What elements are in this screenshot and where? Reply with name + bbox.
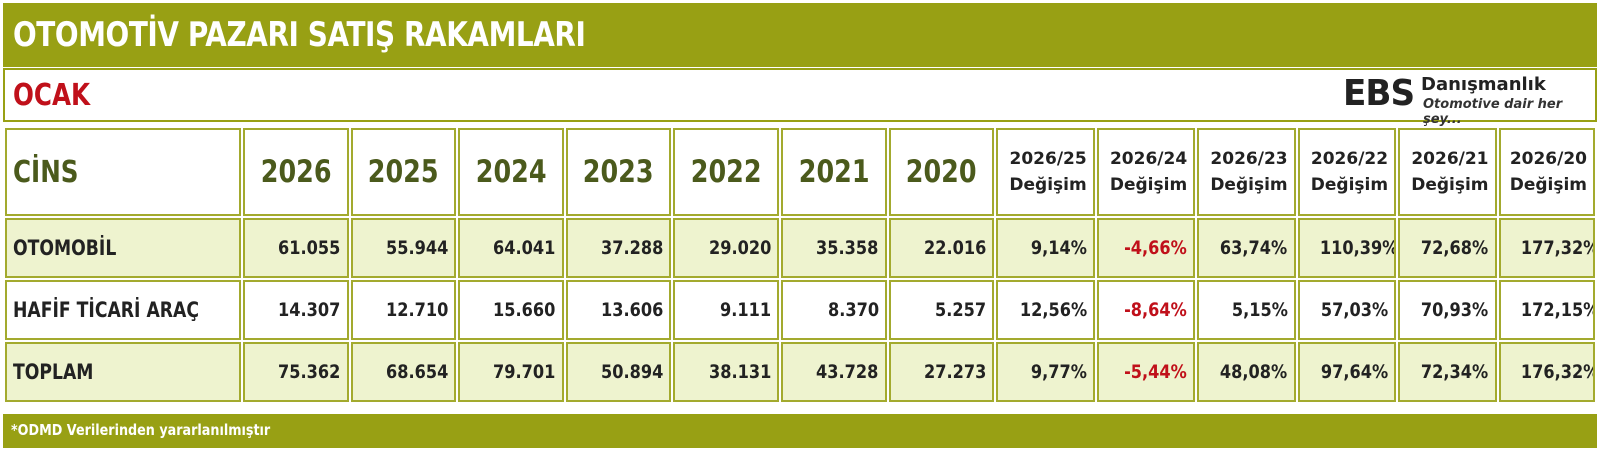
sales-value-cell: 50.894	[565, 342, 672, 402]
subtitle-bar: OCAK EBS Danışmanlık Otomotive dair her …	[3, 68, 1597, 127]
table-row: TOPLAM 75.362 68.654 79.701 50.894 38.131 43.7…	[5, 342, 1595, 402]
column-header-year: 2024	[458, 128, 564, 216]
column-header-year: 2021	[781, 128, 887, 216]
column-header-year: 2023	[565, 128, 672, 216]
column-header-change: 2026/22 Değişim	[1297, 128, 1397, 216]
logo-slogan: Otomotive dair her şey...	[1423, 97, 1563, 127]
table-header-row: CİNS 2026 2025 2024 2023 2022 2021 2020 2026/25…	[5, 128, 1595, 216]
change-value-cell: 172,15%	[1498, 280, 1595, 340]
column-header-year: 2026	[242, 128, 349, 216]
sales-value-cell: 75.362	[242, 342, 349, 402]
change-value-cell: 72,68%	[1398, 218, 1497, 278]
change-value-cell: 176,32%	[1498, 342, 1595, 402]
change-value-cell: 9,14%	[996, 218, 1095, 278]
sales-value-cell: 22.016	[888, 218, 995, 278]
change-value-cell: 110,39%	[1297, 218, 1397, 278]
change-value-cell: -5,44%	[1096, 342, 1196, 402]
sales-value-cell: 29.020	[673, 218, 779, 278]
row-label: HAFİF TİCARİ ARAÇ	[5, 280, 241, 340]
sales-value-cell: 27.273	[888, 342, 995, 402]
change-value-cell: 12,56%	[996, 280, 1095, 340]
sales-value-cell: 68.654	[350, 342, 457, 402]
title-bar: OTOMOTİV PAZARI SATIŞ RAKAMLARI	[3, 3, 1597, 67]
change-value-cell: 63,74%	[1197, 218, 1296, 278]
logo-brand: Danışmanlık	[1421, 74, 1546, 95]
sales-value-cell: 79.701	[458, 342, 564, 402]
company-logo: EBS Danışmanlık Otomotive dair her şey..…	[1343, 73, 1583, 127]
change-value-cell: 5,15%	[1197, 280, 1296, 340]
sales-value-cell: 5.257	[888, 280, 995, 340]
sales-value-cell: 37.288	[565, 218, 672, 278]
row-label: OTOMOBİL	[5, 218, 241, 278]
footer-bar: *ODMD Verilerinden yararlanılmıştır	[3, 414, 1597, 448]
change-value-cell: -4,66%	[1096, 218, 1196, 278]
column-header-year: 2025	[350, 128, 457, 216]
change-value-cell: 57,03%	[1297, 280, 1397, 340]
column-header-change: 2026/24 Değişim	[1096, 128, 1196, 216]
sales-value-cell: 61.055	[242, 218, 349, 278]
sales-value-cell: 15.660	[458, 280, 564, 340]
sales-value-cell: 8.370	[781, 280, 887, 340]
column-header-change: 2026/20 Değişim	[1498, 128, 1595, 216]
sales-value-cell: 14.307	[242, 280, 349, 340]
source-note: *ODMD Verilerinden yararlanılmıştır	[11, 421, 271, 439]
change-value-cell: 177,32%	[1498, 218, 1595, 278]
change-value-cell: 72,34%	[1398, 342, 1497, 402]
sales-value-cell: 43.728	[781, 342, 887, 402]
sales-value-cell: 9.111	[673, 280, 779, 340]
row-label: TOPLAM	[5, 342, 241, 402]
change-value-cell: 97,64%	[1297, 342, 1397, 402]
change-value-cell: 70,93%	[1398, 280, 1497, 340]
sales-value-cell: 55.944	[350, 218, 457, 278]
change-value-cell: 48,08%	[1197, 342, 1296, 402]
column-header-cins: CİNS	[5, 128, 241, 216]
sales-table-wrapper: CİNS 2026 2025 2024 2023 2022 2021 2020 2026/25…	[3, 126, 1597, 412]
column-header-year: 2022	[673, 128, 779, 216]
page-title: OTOMOTİV PAZARI SATIŞ RAKAMLARI	[13, 15, 586, 55]
logo-mark: EBS	[1343, 73, 1415, 114]
column-header-year: 2020	[888, 128, 995, 216]
change-value-cell: 9,77%	[996, 342, 1095, 402]
column-header-change: 2026/25 Değişim	[996, 128, 1095, 216]
column-header-change: 2026/21 Değişim	[1398, 128, 1497, 216]
month-label: OCAK	[13, 78, 91, 113]
sales-value-cell: 38.131	[673, 342, 779, 402]
table-row: HAFİF TİCARİ ARAÇ 14.307 12.710 15.660 13.60…	[5, 280, 1595, 340]
sales-value-cell: 12.710	[350, 280, 457, 340]
sales-value-cell: 64.041	[458, 218, 564, 278]
sales-value-cell: 13.606	[565, 280, 672, 340]
sales-table: CİNS 2026 2025 2024 2023 2022 2021 2020 2026/25…	[3, 126, 1597, 404]
column-header-change: 2026/23 Değişim	[1197, 128, 1296, 216]
table-row: OTOMOBİL 61.055 55.944 64.041 37.288 29.020 35…	[5, 218, 1595, 278]
sales-value-cell: 35.358	[781, 218, 887, 278]
change-value-cell: -8,64%	[1096, 280, 1196, 340]
